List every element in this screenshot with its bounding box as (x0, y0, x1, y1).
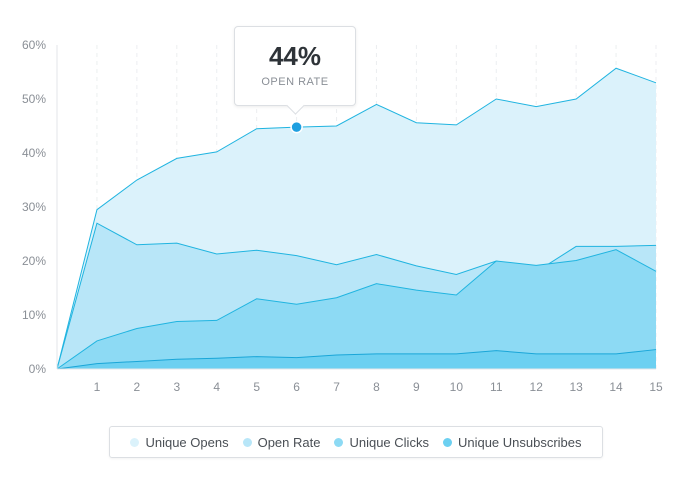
data-tooltip: 44% OPEN RATE (234, 26, 356, 106)
series-area-3 (57, 349, 656, 369)
legend-item-unique-opens[interactable]: Unique Opens (130, 434, 229, 450)
legend-swatch-unique-unsubscribes (442, 437, 452, 447)
y-tick-label: 60% (22, 38, 46, 52)
x-tick-label: 1 (94, 380, 101, 394)
legend-label: Unique Unsubscribes (457, 434, 582, 450)
x-tick-label: 4 (213, 380, 220, 394)
chart-legend: Unique Opens Open Rate Unique Clicks Uni… (109, 426, 603, 458)
series-areas (56, 67, 657, 370)
x-tick-label: 12 (530, 380, 544, 394)
x-tick-label: 2 (134, 380, 141, 394)
x-tick-label: 11 (490, 380, 503, 394)
x-tick-label: 3 (173, 380, 180, 394)
axes (56, 45, 656, 370)
y-tick-label: 50% (22, 92, 46, 106)
legend-label: Open Rate (257, 434, 321, 450)
legend-item-open-rate[interactable]: Open Rate (242, 434, 321, 450)
x-tick-label: 8 (373, 380, 380, 394)
x-tick-label: 5 (253, 380, 260, 394)
x-tick-label: 10 (450, 380, 464, 394)
y-tick-label: 40% (22, 146, 46, 160)
legend-swatch-unique-clicks (334, 437, 344, 447)
legend-label: Unique Clicks (349, 434, 429, 450)
tooltip-value: 44% (268, 41, 322, 71)
legend-swatch-unique-opens (130, 437, 140, 447)
y-tick-label: 30% (22, 200, 46, 214)
x-tick-label: 6 (293, 380, 300, 394)
x-tick-label: 15 (649, 380, 663, 394)
series-line-2 (56, 249, 657, 370)
x-tick-label: 7 (333, 380, 340, 394)
series-line-0 (56, 67, 657, 370)
y-tick-label: 0% (29, 362, 47, 376)
series-line-1 (56, 222, 657, 370)
highlight-point[interactable] (290, 120, 303, 134)
x-tick-label: 9 (413, 380, 420, 394)
x-tick-label: 14 (609, 380, 623, 394)
x-axis-tick-labels: 1 2 3 4 5 6 7 8 9 10 11 12 13 14 15 (94, 380, 663, 394)
legend-item-unique-clicks[interactable]: Unique Clicks (334, 434, 429, 450)
legend-swatch-open-rate (242, 437, 252, 447)
series-area-2 (57, 249, 656, 369)
legend-label: Unique Opens (145, 434, 229, 450)
legend-item-unique-unsubscribes[interactable]: Unique Unsubscribes (442, 434, 582, 450)
y-axis-tick-labels: 0% 10% 20% 30% 40% 50% 60% (22, 38, 46, 376)
y-tick-label: 10% (22, 308, 46, 322)
tooltip-label: OPEN RATE (261, 76, 329, 88)
y-tick-label: 20% (22, 254, 46, 268)
series-line-3 (56, 349, 657, 370)
highlight-marker[interactable] (290, 120, 303, 134)
x-tick-label: 13 (569, 380, 583, 394)
